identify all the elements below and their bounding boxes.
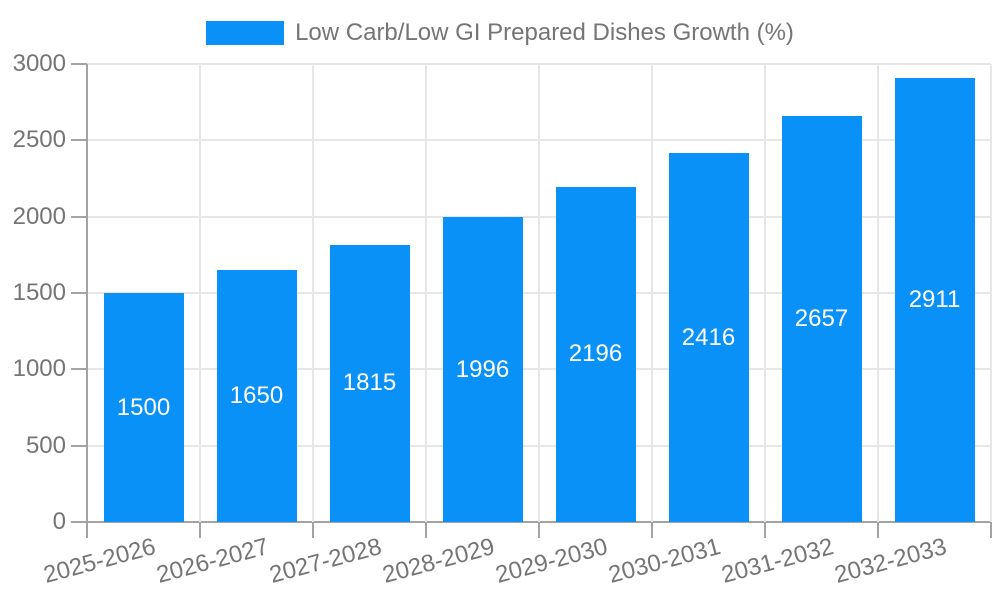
bar[interactable]: 2657 bbox=[781, 116, 862, 522]
legend-label: Low Carb/Low GI Prepared Dishes Growth (… bbox=[295, 19, 794, 46]
x-gridline bbox=[425, 64, 427, 522]
bar-value-label: 2657 bbox=[794, 305, 849, 333]
x-axis-tick bbox=[877, 522, 879, 538]
bar[interactable]: 1996 bbox=[442, 217, 523, 522]
x-axis-tick bbox=[651, 522, 653, 538]
bar[interactable]: 2196 bbox=[555, 186, 636, 522]
bar-value-label: 1996 bbox=[455, 355, 510, 383]
y-axis-label: 500 bbox=[25, 431, 66, 459]
bar[interactable]: 2416 bbox=[668, 153, 749, 522]
x-axis-tick bbox=[425, 522, 427, 538]
x-axis-label: 2030-2031 bbox=[605, 533, 724, 589]
x-gridline bbox=[877, 64, 879, 522]
y-axis-tick bbox=[71, 444, 87, 447]
x-gridline bbox=[312, 64, 314, 522]
y-axis-label: 1500 bbox=[12, 279, 66, 306]
y-axis-label: 1000 bbox=[12, 355, 66, 383]
bar-value-label: 2196 bbox=[568, 340, 623, 368]
y-axis-label: 2500 bbox=[12, 126, 66, 154]
bar[interactable]: 1815 bbox=[329, 244, 410, 522]
x-gridline bbox=[538, 64, 540, 522]
y-axis-label: 0 bbox=[52, 508, 66, 535]
x-axis-label: 2027-2028 bbox=[266, 533, 385, 589]
y-axis-tick bbox=[71, 521, 87, 523]
bar[interactable]: 2911 bbox=[894, 77, 975, 522]
x-gridline bbox=[199, 64, 201, 522]
x-axis-tick bbox=[312, 522, 314, 538]
x-axis-tick bbox=[199, 522, 201, 538]
y-axis-tick bbox=[71, 139, 87, 142]
x-axis-label: 2028-2029 bbox=[379, 533, 498, 589]
bar-value-label: 1815 bbox=[342, 369, 397, 397]
bar-value-label: 2416 bbox=[681, 323, 736, 351]
legend[interactable]: Low Carb/Low GI Prepared Dishes Growth (… bbox=[0, 19, 1000, 47]
y-axis-label: 3000 bbox=[12, 50, 66, 77]
bar[interactable]: 1650 bbox=[216, 270, 297, 522]
x-axis-label: 2025-2026 bbox=[40, 533, 159, 589]
x-axis-tick bbox=[764, 522, 766, 538]
x-gridline bbox=[651, 64, 653, 522]
y-axis-label: 2000 bbox=[12, 202, 66, 230]
y-axis-tick bbox=[71, 292, 87, 294]
x-axis-tick bbox=[86, 522, 88, 538]
bar-value-label: 1650 bbox=[229, 382, 284, 410]
x-gridline bbox=[764, 64, 766, 522]
legend-color-swatch bbox=[206, 21, 285, 45]
y-axis-tick bbox=[71, 63, 87, 65]
bar-value-label: 2911 bbox=[908, 285, 961, 313]
x-gridline bbox=[990, 64, 992, 522]
x-axis-label: 2026-2027 bbox=[153, 533, 272, 589]
y-axis-tick bbox=[71, 215, 87, 218]
bar-value-label: 1500 bbox=[116, 393, 171, 421]
x-axis-tick bbox=[990, 522, 992, 538]
x-axis-label: 2029-2030 bbox=[492, 533, 611, 589]
x-axis-label: 2032-2033 bbox=[831, 533, 950, 589]
bar[interactable]: 1500 bbox=[103, 293, 184, 522]
x-axis-tick bbox=[538, 522, 540, 538]
y-axis-line bbox=[86, 64, 88, 522]
x-axis-label: 2031-2032 bbox=[718, 533, 837, 589]
y-axis-tick bbox=[71, 368, 87, 371]
